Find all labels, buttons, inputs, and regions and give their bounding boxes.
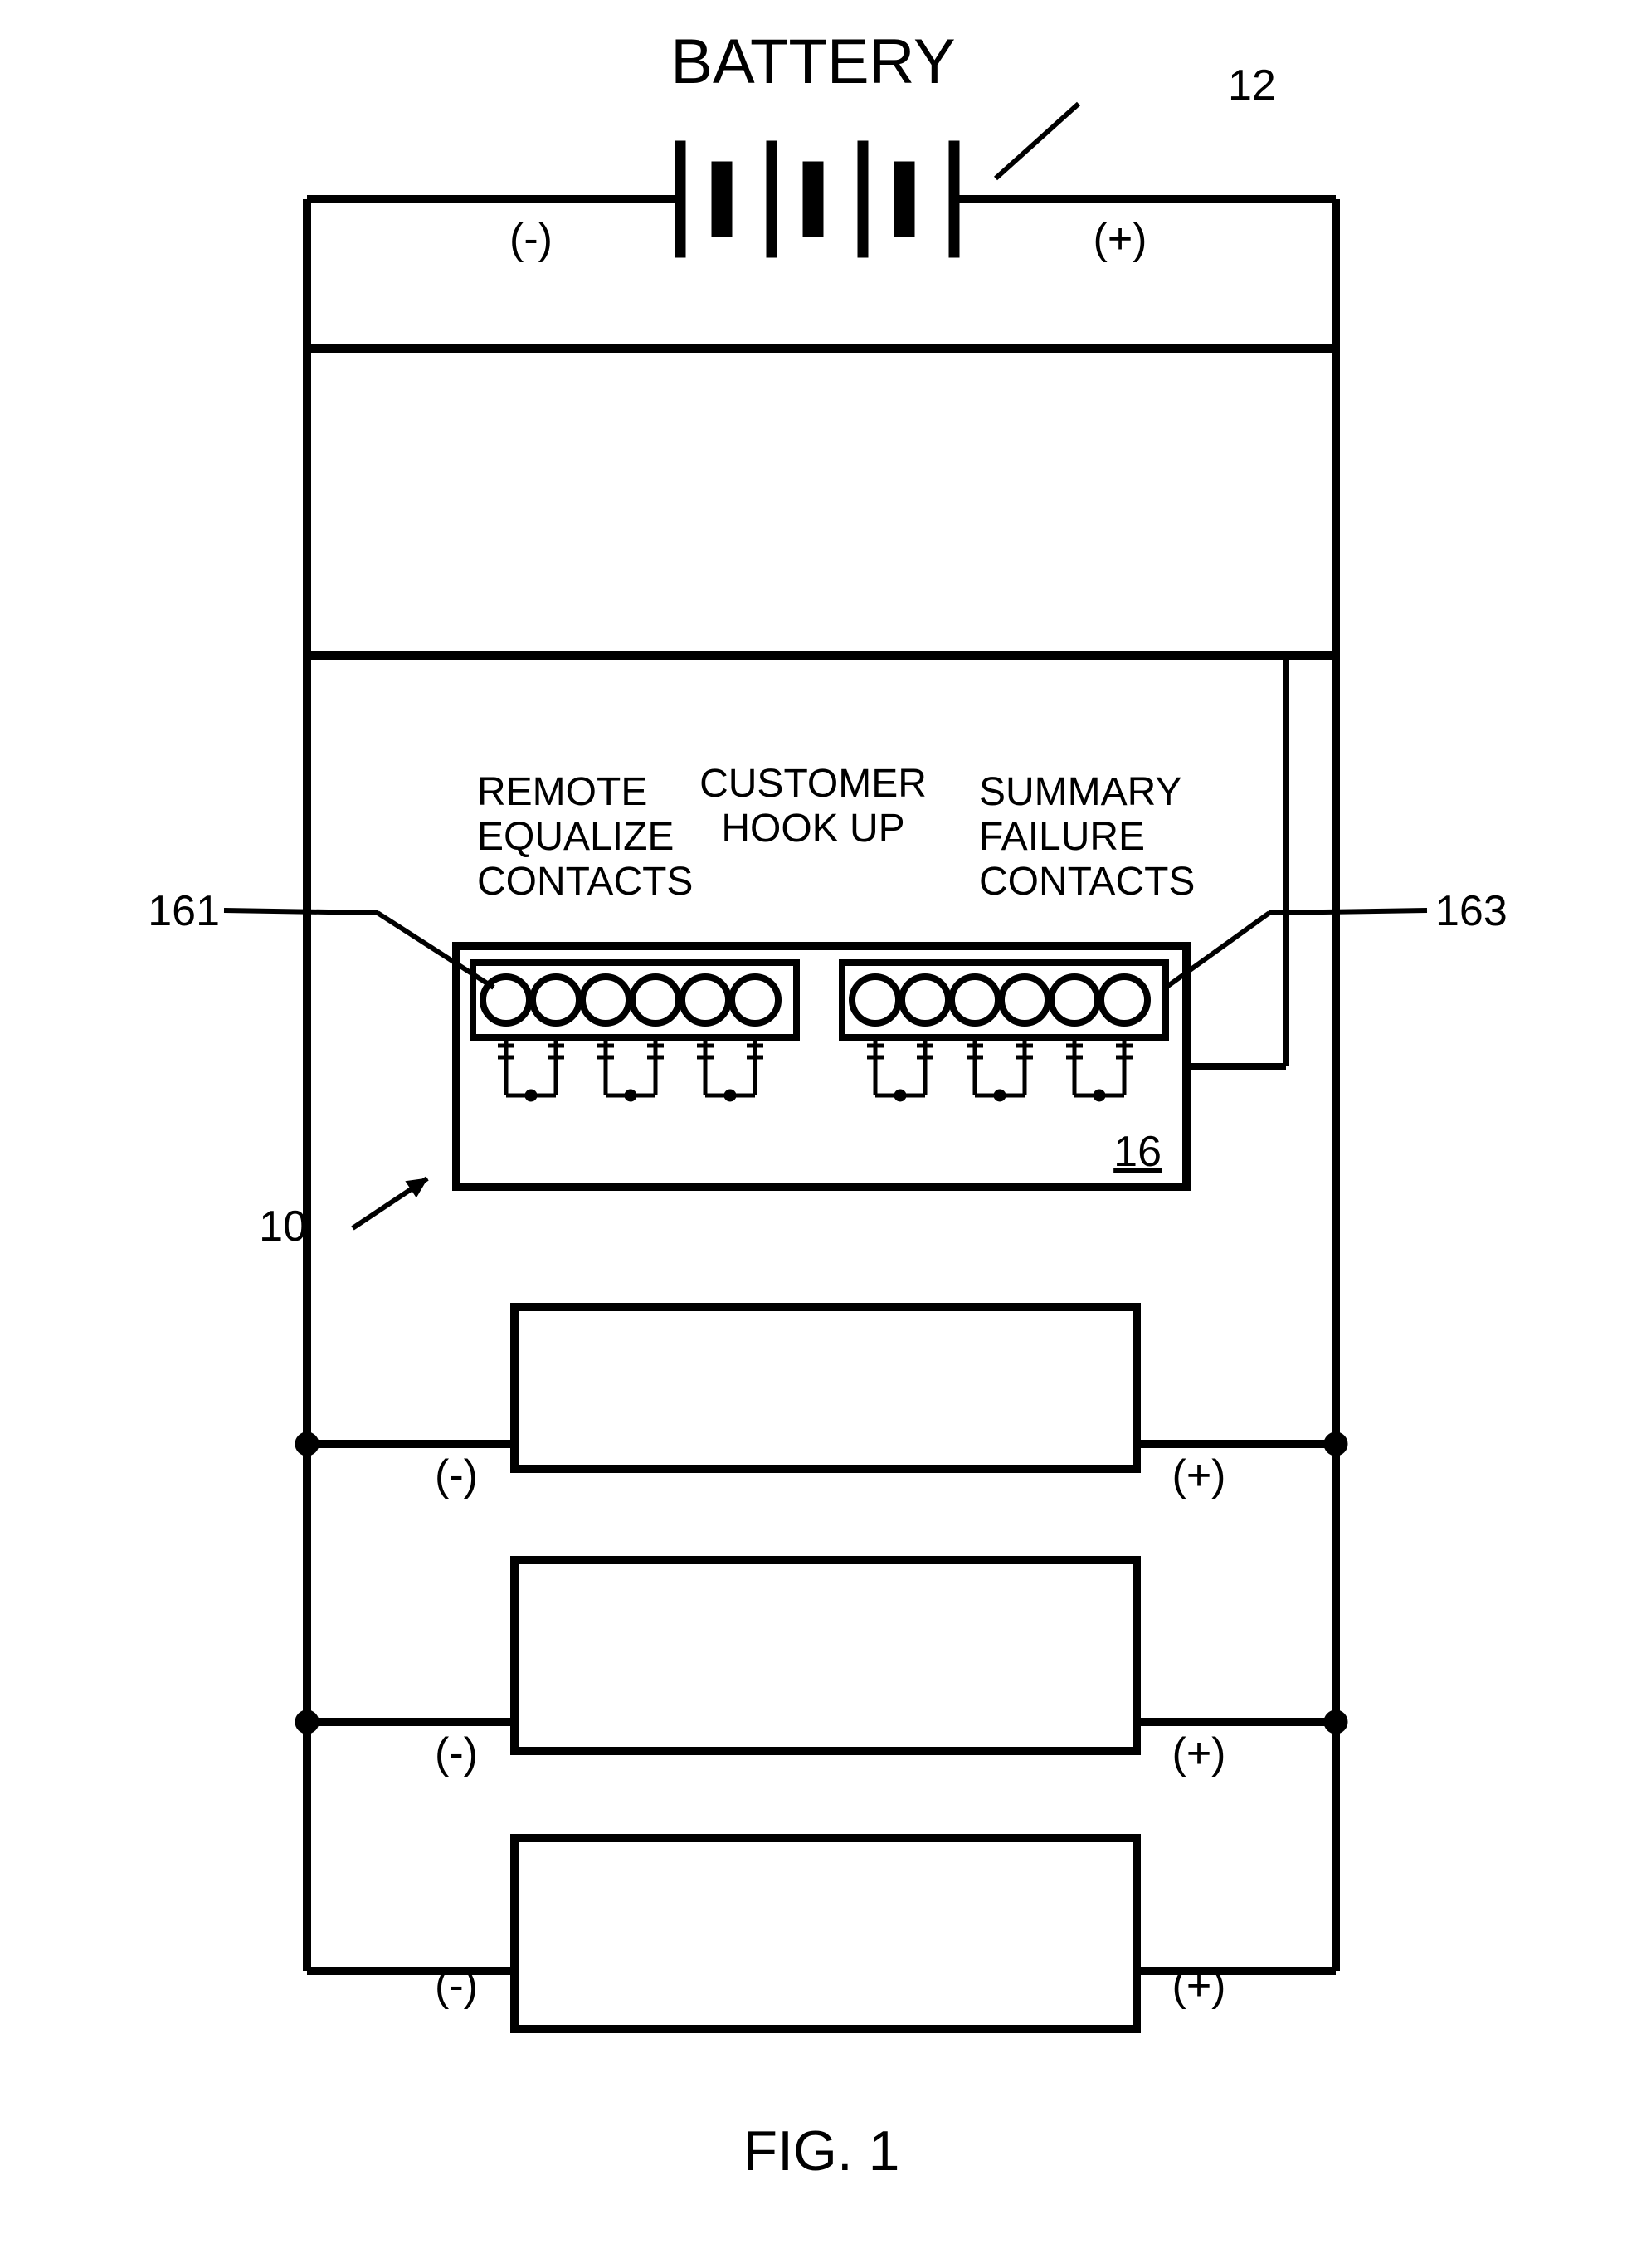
battery-cell [767,141,777,257]
summary-failure-contact-terminal [852,977,899,1023]
svg-text:(-): (-) [435,1451,478,1500]
figure-caption: FIG. 1 [743,2119,900,2183]
summary-failure-contact-terminal [1101,977,1147,1023]
summary-failure-contact-terminal [902,977,948,1023]
svg-text:HOOK UP: HOOK UP [721,807,904,851]
svg-text:(+): (+) [1172,1729,1226,1778]
remote-equalize-contact-terminal [582,977,629,1023]
ref-16: 16 [1113,1128,1162,1176]
summary-failure-contact-terminal [1001,977,1048,1023]
svg-text:SUMMARY: SUMMARY [979,770,1181,814]
battery: BATTERY (-) (+) 12 [509,27,1276,263]
remote-equalize-contact-terminal [533,977,579,1023]
battery-cell [858,141,868,257]
svg-text:CONTACTS: CONTACTS [477,860,693,904]
remote-equalize-contact-terminal [732,977,778,1023]
svg-text:(+): (+) [1094,215,1147,263]
ref-12: 12 [1228,61,1276,110]
controller-box [307,349,1336,656]
battery-cell [803,162,823,237]
svg-text:(-): (-) [509,215,553,263]
svg-text:FAILURE: FAILURE [979,815,1145,859]
customer-hookup: REMOTEEQUALIZECONTACTSCUSTOMERHOOK UPSUM… [477,762,1195,904]
svg-text:EQUALIZE: EQUALIZE [477,815,674,859]
battery-title: BATTERY [670,27,955,97]
svg-text:CUSTOMER: CUSTOMER [699,762,927,806]
battery-cell [894,162,914,237]
battery-cell [712,162,732,237]
remote-equalize-contact-terminal [682,977,728,1023]
block-box-22 [514,1838,1137,2029]
ref-10: 10 [259,1202,307,1251]
svg-text:(+): (+) [1172,1451,1226,1500]
block-box-18 [514,1307,1137,1469]
svg-text:CONTACTS: CONTACTS [979,860,1195,904]
svg-text:(-): (-) [435,1729,478,1778]
summary-failure-contact-terminal [952,977,998,1023]
ref-161: 161 [148,887,220,935]
svg-text:REMOTE: REMOTE [477,770,647,814]
ref-163: 163 [1435,887,1508,935]
remote-equalize-contact-terminal [632,977,679,1023]
block-box-20 [514,1560,1137,1751]
summary-failure-contact-terminal [1051,977,1098,1023]
